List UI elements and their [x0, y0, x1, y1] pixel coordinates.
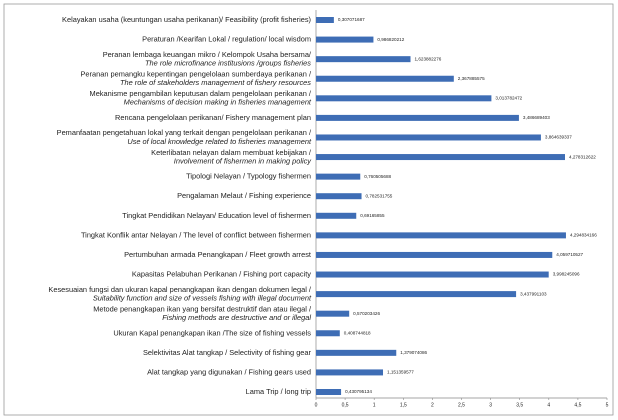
- x-tick-label: 5: [606, 402, 609, 408]
- bar: [316, 212, 357, 219]
- x-tick-label: 3,5: [516, 402, 523, 408]
- value-label: 4,294834166: [570, 233, 597, 238]
- bar: [316, 173, 361, 180]
- value-label: 0,986820212: [377, 37, 404, 42]
- category-label: Peranan pemangku kepentingan pengelolaan…: [80, 69, 311, 87]
- category-label: Alat tangkap yang digunakan / Fishing ge…: [147, 367, 311, 376]
- bar: [316, 17, 334, 23]
- x-tick-label: 0: [315, 402, 318, 408]
- bar: [316, 36, 374, 43]
- value-label: 4,278312622: [569, 154, 596, 159]
- category-label: Kapasitas Pelabuhan Perikanan / Fishing …: [132, 269, 311, 278]
- category-label: Tipologi Nelayan / Typology fishermen: [186, 172, 311, 181]
- category-label: Tingkat Konflik antar Nelayan / The leve…: [81, 230, 311, 239]
- bar: [316, 232, 566, 239]
- value-label: 3,013782472: [495, 96, 522, 101]
- x-tick-label: 1,5: [400, 402, 407, 408]
- category-label: Metode penangkapan ikan yang bersifat de…: [93, 304, 312, 322]
- category-label: Lama Trip / long trip: [246, 387, 311, 396]
- bar: [316, 154, 565, 161]
- bar: [316, 369, 384, 376]
- category-label: Peranan lembaga keuangan mikro / Kelompo…: [103, 50, 312, 68]
- bar: [316, 56, 411, 63]
- bar: [316, 271, 549, 278]
- category-label: Ukuran Kapal penangkapan ikan /The size …: [113, 328, 311, 337]
- value-label: 3,864639337: [545, 135, 572, 140]
- value-label: 1,151359577: [387, 370, 414, 375]
- category-label: Keterlibatan nelayan dalam membuat kebij…: [151, 148, 312, 166]
- bar: [316, 251, 553, 258]
- value-label: 0,408744818: [344, 330, 371, 335]
- value-label: 1,623882276: [415, 56, 442, 61]
- value-label: 2,367885575: [458, 76, 485, 81]
- category-label: Kelayakan usaha (keuntungan usaha perika…: [62, 15, 311, 24]
- bar: [316, 95, 492, 102]
- value-label: 0,782531755: [366, 193, 393, 198]
- value-label: 0,307071687: [338, 17, 365, 22]
- value-label: 1,379074086: [400, 350, 427, 355]
- value-label: 0,760505688: [364, 174, 391, 179]
- category-label: Pemanfaatan pengetahuan lokal yang terka…: [57, 128, 312, 146]
- bar: [316, 310, 350, 317]
- category-label: Pengalaman Melaut / Fishing experience: [177, 191, 311, 200]
- x-tick-label: 2: [431, 402, 434, 408]
- bar: [316, 75, 454, 82]
- category-label: Peraturan /Kearifan Lokal / regulation/ …: [142, 35, 311, 44]
- x-tick-label: 4,5: [574, 402, 581, 408]
- category-label: Tingkat Pendidikan Nelayan/ Education le…: [122, 211, 311, 220]
- category-label: Selektivitas Alat tangkap / Selectivity …: [143, 348, 312, 357]
- category-label: Mekanisme pengambilan keputusan dalam pe…: [90, 89, 312, 107]
- category-label: Rencana pengelolaan perikanan/ Fishery m…: [115, 113, 311, 122]
- bar: [316, 389, 342, 395]
- bar: [316, 114, 519, 121]
- x-tick-label: 0,5: [342, 402, 349, 408]
- value-label: 0,570203426: [353, 311, 380, 316]
- bar: [316, 349, 397, 356]
- category-label: Pertumbuhan armada Penangkapan / Fleet g…: [124, 250, 311, 259]
- x-tick-label: 4: [547, 402, 550, 408]
- value-label: 3,998245096: [553, 272, 580, 277]
- bar: [316, 330, 340, 337]
- x-tick-label: 2,5: [458, 402, 465, 408]
- value-label: 0,430795134: [345, 389, 372, 394]
- value-label: 3,486689403: [523, 115, 550, 120]
- value-label: 0,69165855: [360, 213, 385, 218]
- chart-frame: [3, 3, 614, 416]
- bar: [316, 134, 541, 141]
- category-label: Kesesuaian fungsi dan ukuran kapal penan…: [48, 285, 312, 303]
- value-label: 3,437991103: [520, 291, 547, 296]
- value-label: 4,059710527: [556, 252, 583, 257]
- bar: [316, 193, 362, 200]
- bar: [316, 291, 517, 298]
- x-tick-label: 3: [489, 402, 492, 408]
- x-tick-label: 1: [373, 402, 376, 408]
